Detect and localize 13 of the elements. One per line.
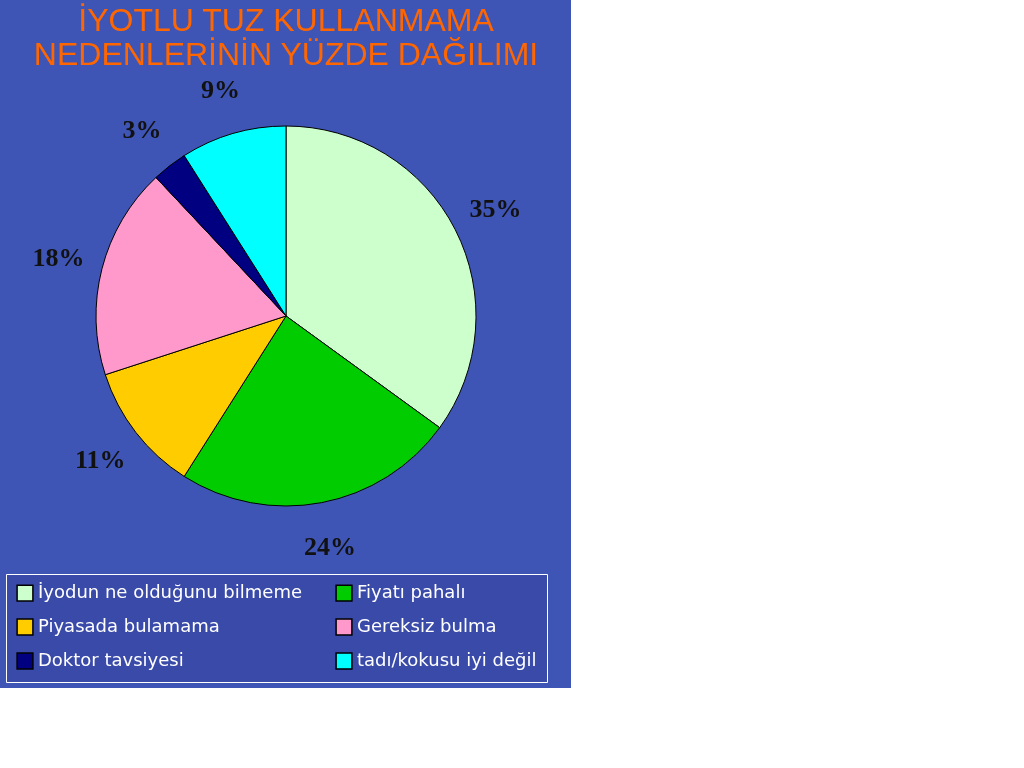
legend-label: Doktor tavsiyesi xyxy=(38,649,184,670)
data-label: 35% xyxy=(469,194,522,224)
data-label: 18% xyxy=(32,242,85,272)
data-label: 3% xyxy=(122,115,162,145)
legend-label: Piyasada bulamama xyxy=(38,615,220,636)
data-label: 24% xyxy=(304,531,357,561)
legend-label: İyodun ne olduğunu bilmeme xyxy=(38,581,303,603)
legend-label: tadı/kokusu iyi değil xyxy=(357,649,537,670)
chart-title: İYOTLU TUZ KULLANMAMA NEDENLERİNİN YÜZDE DAĞILIMI xyxy=(33,2,539,72)
legend-label: Fiyatı pahalı xyxy=(357,581,466,603)
legend-label: Gereksiz bulma xyxy=(357,615,497,636)
data-label: 9% xyxy=(200,75,240,105)
data-label: 11% xyxy=(75,445,126,475)
